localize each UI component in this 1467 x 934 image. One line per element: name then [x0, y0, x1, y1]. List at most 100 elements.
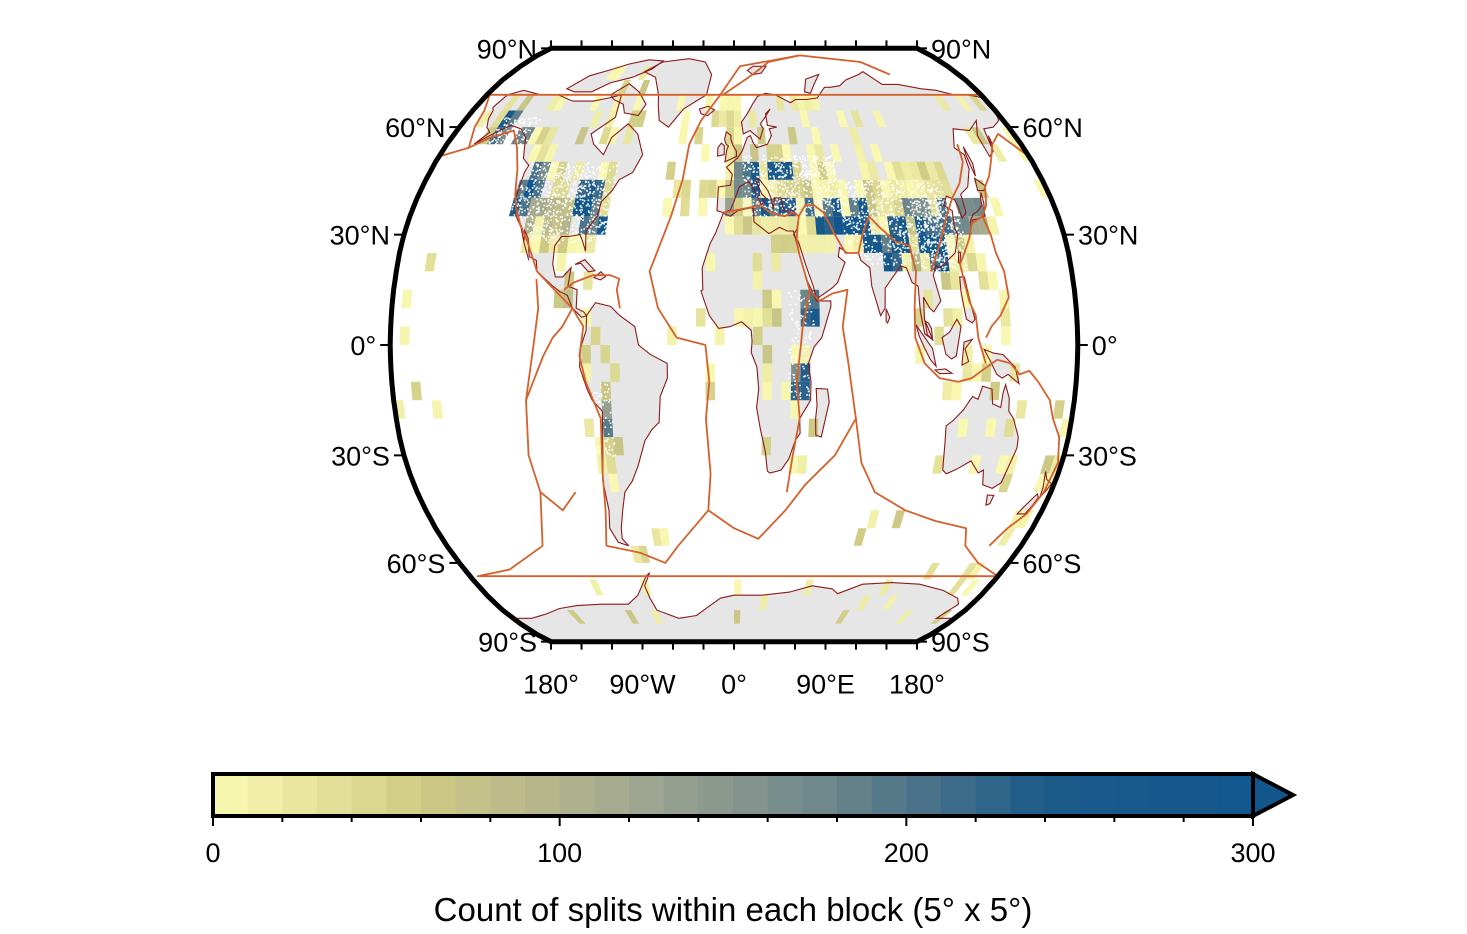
count-block — [734, 197, 743, 217]
count-block — [762, 381, 772, 401]
count-block — [957, 418, 969, 437]
coastline-africa — [700, 207, 832, 474]
count-block — [743, 308, 754, 327]
count-block — [725, 179, 734, 198]
count-block — [600, 381, 612, 401]
colorbar-swatch — [663, 774, 699, 816]
plate-boundary-line — [930, 143, 964, 272]
count-block — [799, 110, 811, 128]
count-block — [998, 289, 1010, 309]
count-block — [825, 234, 837, 253]
count-block — [880, 234, 892, 253]
count-block — [848, 197, 860, 217]
count-block — [771, 289, 782, 309]
count-block — [810, 127, 822, 145]
count-block — [892, 197, 906, 217]
longitude-labels: 180° 90°W 0° 90°E 180° — [523, 670, 945, 700]
count-block — [399, 326, 410, 345]
count-block — [883, 161, 897, 180]
count-block — [881, 595, 899, 611]
coastline-cuba — [574, 259, 596, 273]
coastline-south-america — [579, 302, 668, 547]
count-block — [922, 179, 937, 198]
count-block — [987, 271, 999, 290]
coastline-philippines — [959, 276, 976, 324]
count-block — [916, 161, 931, 180]
coastline-sulawesi — [961, 338, 974, 367]
count-block — [749, 144, 759, 162]
coastline-north-america — [473, 89, 644, 319]
plate-boundary-line — [959, 133, 1030, 364]
count-block — [753, 326, 763, 345]
count-block — [997, 528, 1016, 546]
lat-label-left: 90°S — [478, 628, 537, 658]
count-block — [566, 234, 579, 253]
lat-label-left: 0° — [350, 331, 376, 361]
count-block — [528, 161, 544, 180]
count-block — [975, 253, 988, 272]
count-block — [698, 179, 709, 198]
count-block — [698, 197, 708, 217]
count-block — [672, 179, 683, 198]
count-block — [624, 610, 640, 624]
colorbar-swatch — [975, 774, 1011, 816]
count-block — [505, 110, 524, 128]
colorbar-title: Count of splits within each block (5° x … — [434, 891, 1033, 928]
colorbar-swatch — [837, 774, 873, 816]
latitude-labels: 90°N 90°N 60°N 60°N 30°N 30°N 0° 0° 30°S 30°S 60°S… — [330, 34, 1139, 657]
count-block — [953, 94, 974, 111]
lon-label: 180° — [889, 670, 945, 700]
colorbar-swatch — [1183, 774, 1219, 816]
plate-boundaries — [438, 54, 1061, 578]
count-block — [962, 197, 978, 217]
count-block — [705, 381, 716, 401]
count-block — [765, 144, 776, 162]
count-block — [752, 271, 763, 290]
count-block — [833, 216, 844, 235]
plate-boundary-line — [525, 307, 574, 401]
count-block — [571, 161, 585, 180]
count-block — [531, 179, 546, 198]
count-block — [866, 510, 880, 529]
coastline-tasmania — [985, 494, 995, 507]
count-block — [634, 110, 647, 128]
lat-label-left: 60°N — [385, 113, 445, 143]
count-block — [853, 144, 867, 162]
count-block — [1015, 510, 1034, 529]
count-block — [593, 179, 606, 198]
count-block — [795, 94, 807, 111]
count-block — [574, 127, 590, 145]
coastline-new-zealand-s — [1015, 492, 1039, 515]
coastline-australia — [942, 382, 1019, 490]
count-block — [848, 127, 862, 145]
count-block — [526, 144, 543, 162]
lat-label-left: 60°S — [387, 549, 446, 579]
land-greenland — [644, 58, 712, 128]
count-block — [856, 595, 872, 611]
count-block — [779, 216, 789, 235]
colorbar-swatch — [1045, 774, 1081, 816]
count-block — [651, 528, 663, 546]
count-block — [850, 110, 864, 128]
count-block — [762, 308, 773, 327]
count-block — [516, 94, 535, 111]
colorbar-swatch — [767, 774, 803, 816]
count-block — [622, 127, 635, 145]
count-block — [949, 271, 961, 290]
count-block — [762, 289, 772, 309]
plate-boundary-line — [795, 204, 1061, 577]
count-block — [1001, 326, 1011, 345]
count-block — [962, 127, 982, 145]
count-block — [943, 308, 954, 327]
count-block — [705, 253, 716, 272]
land-novaya-zemlya — [804, 74, 819, 94]
count-block — [608, 473, 620, 493]
count-block — [534, 127, 551, 145]
colorbar-swatches — [213, 774, 1254, 816]
count-block — [887, 216, 899, 235]
lat-label-right: 90°S — [931, 628, 990, 658]
count-block — [968, 455, 982, 474]
count-block — [797, 455, 808, 474]
count-block — [966, 253, 978, 272]
colorbar-ticks: 0 100 200 300 — [205, 816, 1276, 868]
